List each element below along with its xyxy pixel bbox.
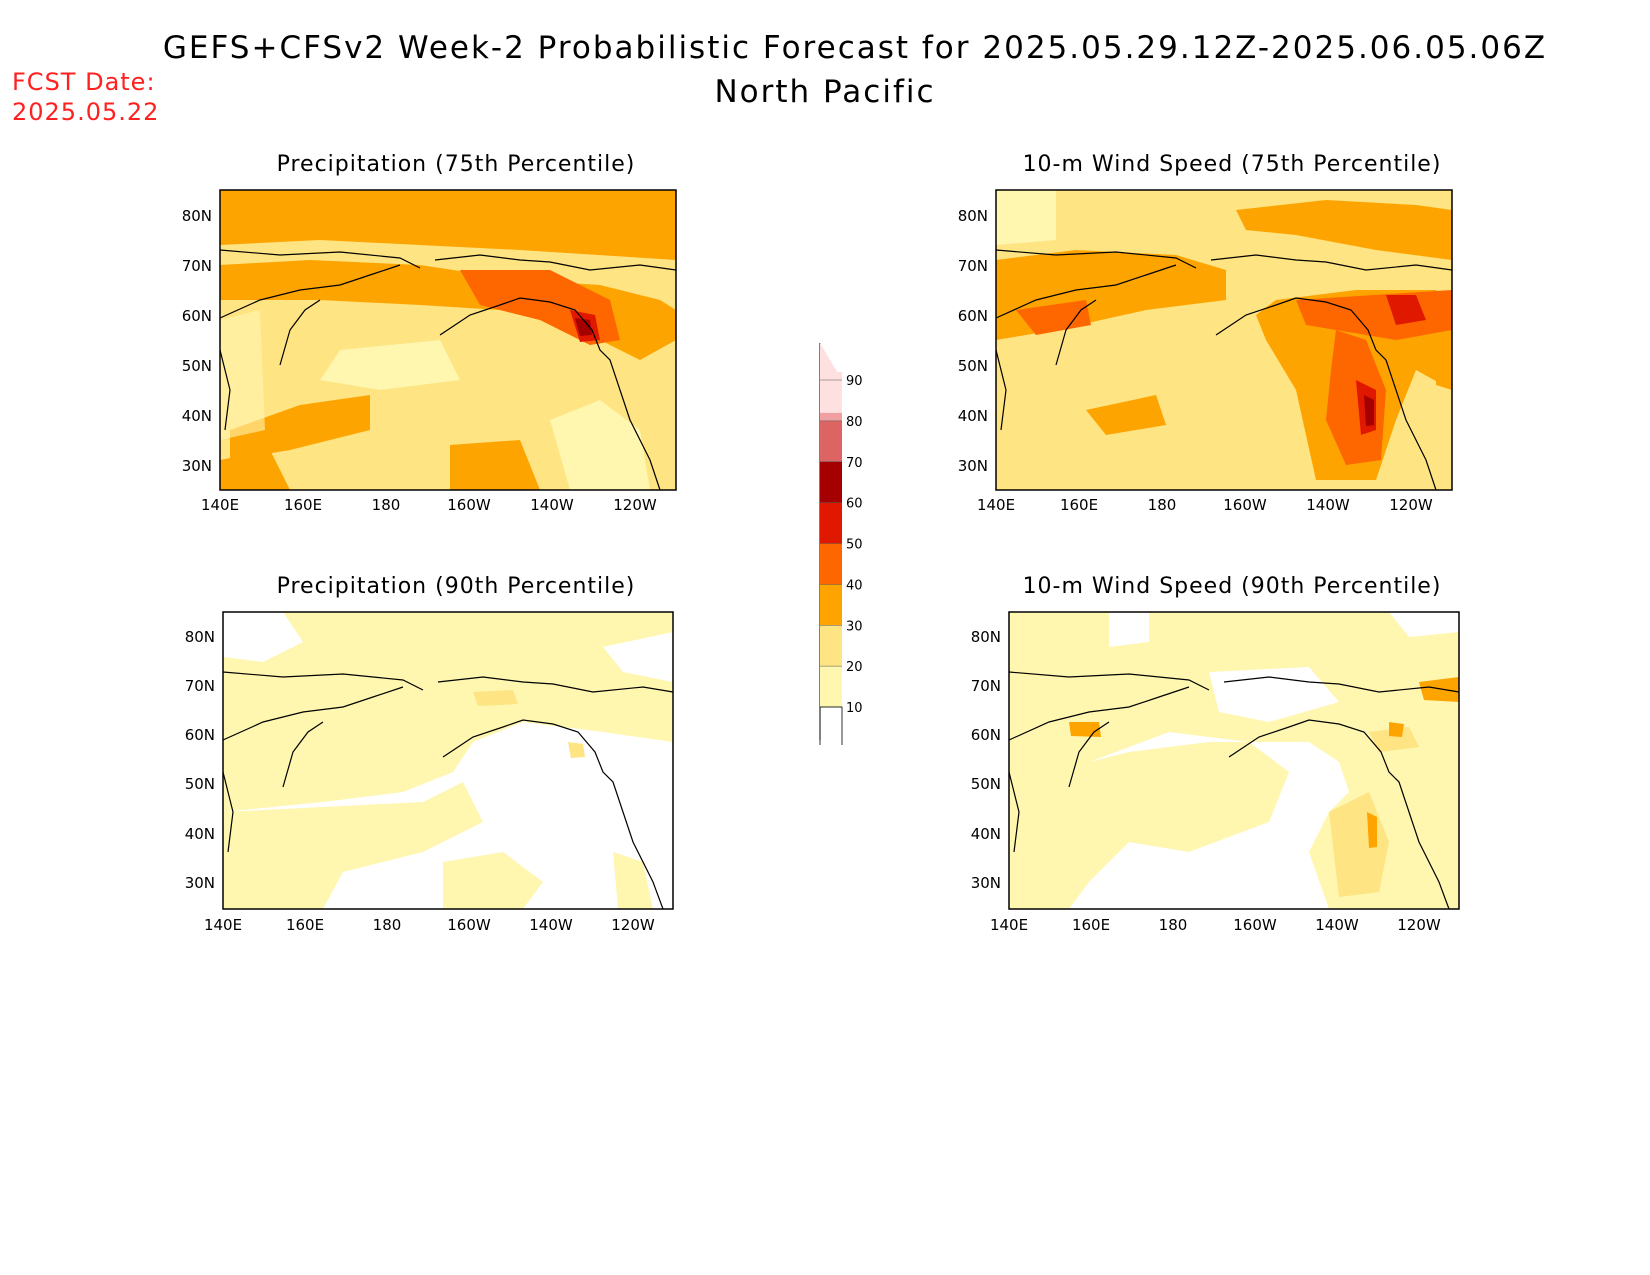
lat-label: 80N (182, 207, 212, 225)
lat-label: 50N (185, 775, 215, 793)
lon-label: 140W (529, 916, 573, 934)
colorbar-swatch (820, 372, 842, 413)
colorbar-legend: 10 20 30 40 50 60 70 80 90 (819, 343, 863, 745)
lon-label: 160W (447, 916, 491, 934)
lon-label: 160E (284, 496, 322, 514)
fcst-date-label: FCST Date: (12, 68, 156, 96)
lat-label: 50N (182, 357, 212, 375)
lon-label: 140W (530, 496, 574, 514)
lat-label: 70N (185, 677, 215, 695)
colorbar-bottom-edge (819, 706, 843, 745)
colorbar-swatch (820, 502, 842, 544)
lon-label: 120W (611, 916, 655, 934)
colorbar-top-triangle (820, 343, 842, 380)
lat-label: 30N (185, 874, 215, 892)
lat-label: 80N (185, 628, 215, 646)
lon-label: 180 (1148, 496, 1177, 514)
lat-label: 40N (958, 407, 988, 425)
colorbar-swatch (820, 420, 842, 462)
lon-label: 180 (373, 916, 402, 934)
lat-label: 30N (958, 457, 988, 475)
lat-label: 80N (958, 207, 988, 225)
colorbar-label: 70 (846, 456, 863, 471)
fcst-date-value: 2025.05.22 (12, 98, 160, 126)
lat-label: 50N (958, 357, 988, 375)
lon-label: 160E (286, 916, 324, 934)
lat-label: 70N (971, 677, 1001, 695)
map-wind-90: 80N 70N 60N 50N 40N 30N 140E 160E 180 16… (971, 611, 1460, 934)
colorbar-swatch (820, 461, 842, 503)
lon-label: 160W (447, 496, 491, 514)
lat-label: 60N (958, 307, 988, 325)
lon-label: 180 (1159, 916, 1188, 934)
colorbar-label: 40 (846, 578, 863, 593)
region-subtitle: North Pacific (714, 74, 936, 110)
lon-label: 140W (1306, 496, 1350, 514)
lat-label: 60N (182, 307, 212, 325)
lat-label: 50N (971, 775, 1001, 793)
panel-title-precip-75: Precipitation (75th Percentile) (276, 152, 636, 177)
lon-label: 140E (201, 496, 239, 514)
lat-label: 40N (185, 825, 215, 843)
lat-label: 60N (971, 726, 1001, 744)
colorbar-label: 90 (846, 374, 863, 389)
lat-label: 60N (185, 726, 215, 744)
lon-label: 160W (1223, 496, 1267, 514)
lat-label: 80N (971, 628, 1001, 646)
lon-label: 160E (1072, 916, 1110, 934)
lat-label: 40N (971, 825, 1001, 843)
lat-label: 30N (182, 457, 212, 475)
lon-label: 140E (204, 916, 242, 934)
lon-label: 120W (1397, 916, 1441, 934)
lon-label: 180 (372, 496, 401, 514)
lon-label: 140W (1315, 916, 1359, 934)
lon-label: 160W (1233, 916, 1277, 934)
colorbar-swatch (820, 625, 842, 667)
lat-label: 70N (182, 257, 212, 275)
map-precip-90: 80N 70N 60N 50N 40N 30N 140E 160E 180 16… (185, 611, 674, 934)
colorbar-label: 10 (846, 701, 863, 716)
panel-title-wind-90: 10-m Wind Speed (90th Percentile) (1022, 574, 1442, 599)
lon-label: 140E (990, 916, 1028, 934)
colorbar-label: 50 (846, 538, 863, 553)
colorbar-swatch (820, 543, 842, 585)
main-title: GEFS+CFSv2 Week-2 Probabilistic Forecast… (162, 30, 1548, 66)
lon-label: 120W (1389, 496, 1433, 514)
colorbar-label: 20 (846, 660, 863, 675)
colorbar-label: 80 (846, 415, 863, 430)
map-wind-75: 80N 70N 60N 50N 40N 30N 140E 160E 180 16… (958, 189, 1453, 514)
panel-title-precip-90: Precipitation (90th Percentile) (276, 574, 636, 599)
lat-label: 40N (182, 407, 212, 425)
map-precip-75: 80N 70N 60N 50N 40N 30N 140E 160E 180 16… (182, 189, 677, 514)
colorbar-swatch (820, 666, 842, 707)
colorbar-label: 60 (846, 497, 863, 512)
lon-label: 120W (613, 496, 657, 514)
colorbar-swatch (820, 584, 842, 626)
colorbar-label: 30 (846, 619, 863, 634)
lon-label: 140E (977, 496, 1015, 514)
panel-title-wind-75: 10-m Wind Speed (75th Percentile) (1022, 152, 1442, 177)
lat-label: 70N (958, 257, 988, 275)
lon-label: 160E (1060, 496, 1098, 514)
lat-label: 30N (971, 874, 1001, 892)
